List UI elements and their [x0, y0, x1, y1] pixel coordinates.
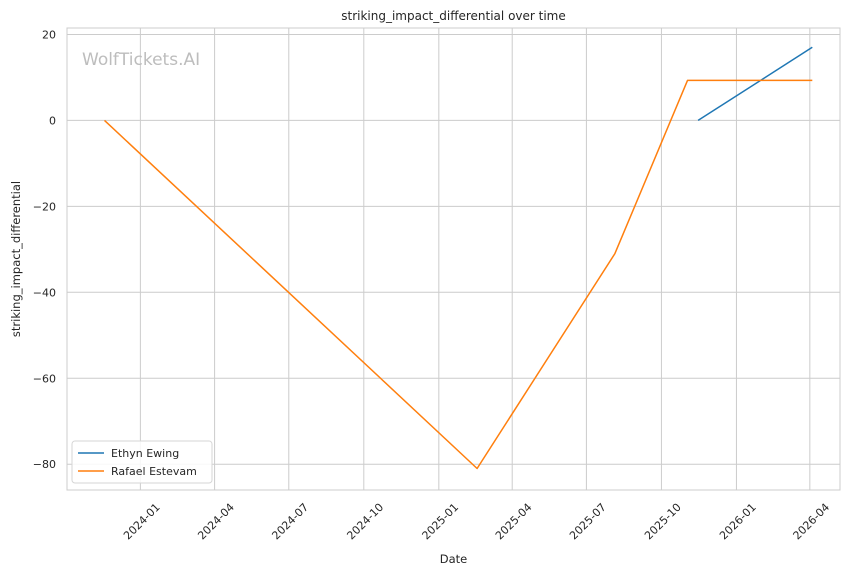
plot-frame — [66, 27, 841, 491]
x-axis-label: Date — [440, 552, 468, 566]
series-layer — [103, 46, 813, 470]
series-line — [697, 46, 813, 122]
y-tick-label: −20 — [33, 200, 56, 213]
watermark-text: WolfTickets.AI — [82, 50, 200, 70]
legend-entry-label: Rafael Estevam — [111, 465, 197, 478]
y-axis-ticks: 20 0 −20 −40 −60 −80 — [33, 28, 56, 471]
chart-title: striking_impact_differential over time — [341, 9, 566, 23]
legend-entry-label: Ethyn Ewing — [111, 447, 179, 460]
y-tick-label: 0 — [49, 114, 56, 127]
legend: Ethyn Ewing Rafael Estevam — [71, 440, 213, 484]
grid-lines — [67, 28, 840, 490]
y-axis-label: striking_impact_differential — [9, 181, 23, 337]
y-tick-label: −60 — [33, 372, 56, 385]
series-line — [103, 79, 813, 470]
y-tick-label: −80 — [33, 458, 56, 471]
y-tick-label: −40 — [33, 286, 56, 299]
legend-box — [71, 440, 213, 484]
y-tick-label: 20 — [42, 28, 56, 41]
